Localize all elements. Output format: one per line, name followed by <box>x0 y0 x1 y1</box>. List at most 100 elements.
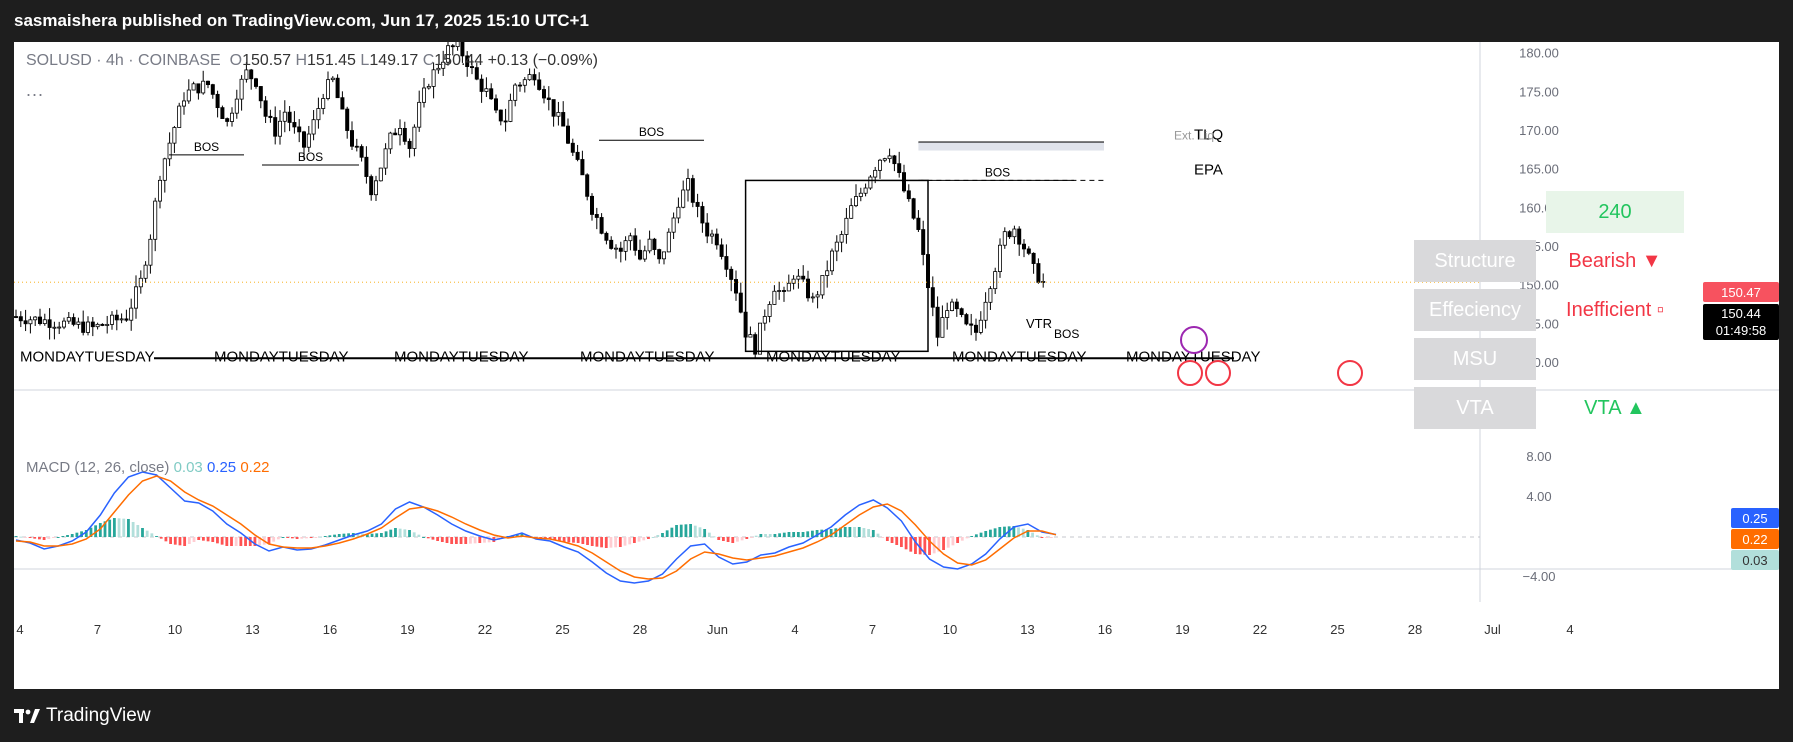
price-tick-label: 170.00 <box>1519 123 1559 138</box>
candle-body <box>1022 243 1027 250</box>
macd-histogram-bar <box>14 536 18 537</box>
symbol-label[interactable]: SOLUSD · 4h · COINBASE <box>26 52 221 69</box>
chart-frame[interactable]: 180.00 175.00 170.00 165.00 160.00 155.00 150.… <box>14 42 1779 689</box>
candle-body <box>767 304 772 317</box>
candle-body <box>412 126 417 149</box>
macd-histogram-bar <box>112 518 116 537</box>
time-tick-label: 10 <box>168 622 182 637</box>
macd-histogram-bar <box>595 537 599 547</box>
time-tick-label: 13 <box>245 622 259 637</box>
footer-bar: TradingView <box>0 689 1793 742</box>
macd-histogram-bar <box>66 535 69 537</box>
candle-body <box>143 264 148 279</box>
macd-histogram-bar <box>127 519 130 537</box>
candle-body <box>349 130 354 147</box>
time-tick-label: 16 <box>1098 622 1112 637</box>
candle-body <box>729 268 734 280</box>
candle-body <box>129 307 134 321</box>
macd-histogram-bar <box>576 537 580 543</box>
macd-histogram-bar <box>150 533 154 537</box>
candle-body <box>844 217 849 235</box>
macd-histogram-bar <box>558 537 561 541</box>
tradingview-brand[interactable]: TradingView <box>14 705 151 727</box>
candle-body <box>705 222 710 237</box>
candle-body <box>647 238 652 252</box>
time-tick-label: Jun <box>707 622 728 637</box>
macd-title[interactable]: MACD (12, 26, close) <box>26 459 170 476</box>
candle-body <box>340 97 345 110</box>
macd-histogram-bar <box>183 537 187 546</box>
candle-body <box>604 232 609 241</box>
us-flag-event-icon <box>1205 360 1231 386</box>
macd-histogram-bar <box>651 537 655 538</box>
macd-histogram-bar <box>604 537 608 548</box>
candle-body <box>758 322 763 355</box>
macd-histogram-bar <box>759 534 763 537</box>
macd-histogram-bar <box>281 537 285 538</box>
macd-histogram-bar <box>286 537 290 538</box>
candle-body <box>359 146 364 158</box>
macd-histogram-bar <box>871 530 875 537</box>
msu-value <box>1546 338 1684 380</box>
macd-histogram-bar <box>684 524 688 537</box>
candle-body <box>609 239 614 249</box>
macd-histogram-bar <box>145 530 149 537</box>
candle-body <box>239 78 244 100</box>
candle-body <box>37 316 42 325</box>
candle-body <box>110 314 115 325</box>
macd-histogram-bar <box>778 533 782 537</box>
candle-body <box>1012 228 1017 238</box>
macd-histogram-bar <box>230 537 233 546</box>
macd-histogram-bar <box>717 537 721 540</box>
change-value: +0.13 (−0.09%) <box>487 52 598 69</box>
candle-body <box>575 151 580 160</box>
candle-body <box>671 217 676 233</box>
macd-histogram-bar <box>853 527 856 537</box>
candle-body <box>983 301 988 321</box>
macd-histogram-bar <box>347 533 351 537</box>
candle-body <box>623 240 628 252</box>
macd-histogram-bar <box>422 537 425 538</box>
candle-body <box>551 99 556 117</box>
time-tick-label: 25 <box>1330 622 1344 637</box>
candle-body <box>311 119 316 135</box>
macd-histogram-bar <box>712 536 716 538</box>
candle-body <box>114 314 119 321</box>
candle-body <box>1041 281 1046 283</box>
time-tick-label: 7 <box>869 622 876 637</box>
macd-histogram-bar <box>642 537 646 541</box>
macd-histogram-bar <box>721 537 725 541</box>
macd-histogram-bar <box>141 528 144 537</box>
macd-histogram-bar <box>225 537 229 546</box>
candle-body <box>858 192 863 197</box>
candle-body <box>690 178 695 203</box>
macd-histogram-bar <box>768 534 772 537</box>
candle-body <box>42 319 47 325</box>
candle-body <box>263 100 268 117</box>
macd-signal-value: 0.22 <box>240 459 270 476</box>
macd-histogram-bar <box>543 537 547 539</box>
candle-body <box>710 233 715 237</box>
macd-histogram-bar <box>122 518 126 537</box>
candle-body <box>134 286 139 309</box>
macd-histogram-bar <box>426 537 430 539</box>
candle-body <box>585 174 590 197</box>
macd-histogram-bar <box>464 537 468 544</box>
candle-body <box>546 97 551 100</box>
macd-histogram-bar <box>300 537 304 539</box>
candle-body <box>393 132 398 136</box>
tradingview-logo-icon <box>14 708 40 723</box>
candle-body <box>561 112 566 127</box>
macd-histogram-bar <box>276 537 280 540</box>
candle-body <box>465 55 470 67</box>
legend-more-dots[interactable]: ... <box>26 80 45 100</box>
macd-histogram-bar <box>773 534 777 537</box>
lightning-event-icon <box>1180 326 1208 354</box>
candle-body <box>786 282 791 292</box>
macd-histogram-bar <box>942 537 945 550</box>
macd-histogram-bar <box>1026 530 1030 537</box>
candle-body <box>205 80 210 86</box>
macd-histogram-bar <box>473 537 477 544</box>
us-flag-event-icon <box>1177 360 1203 386</box>
candle-body <box>1002 231 1007 246</box>
